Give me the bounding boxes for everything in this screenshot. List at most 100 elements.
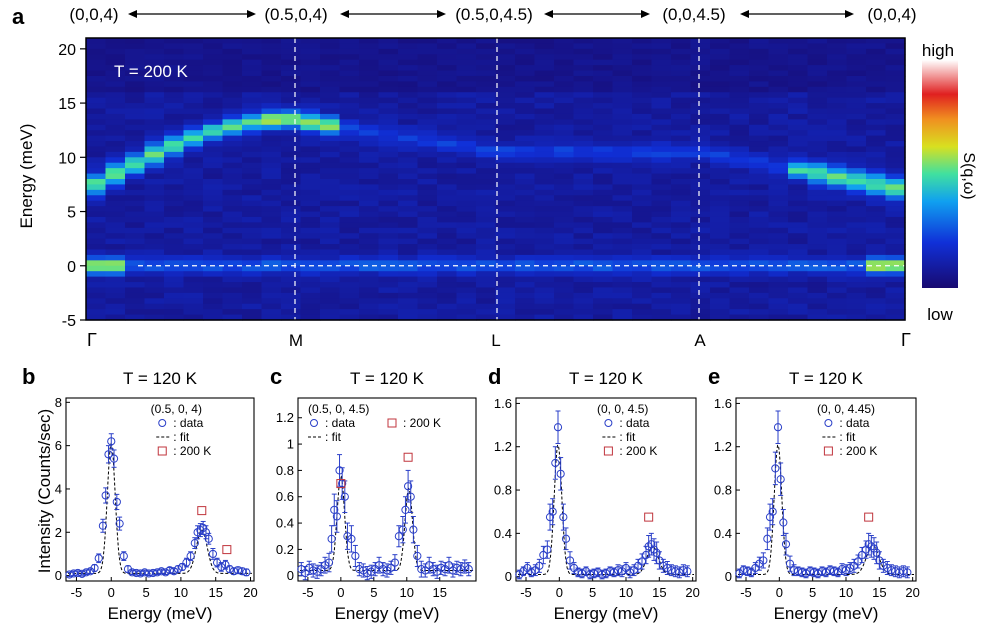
- heatmap-cell: [788, 249, 809, 256]
- heatmap-cell: [866, 227, 887, 234]
- heatmap-cell: [281, 146, 302, 153]
- heatmap-cell: [183, 135, 204, 142]
- heatmap-cell: [729, 314, 750, 321]
- heatmap-cell: [534, 265, 555, 272]
- heatmap-cell: [710, 173, 731, 180]
- heatmap-cell: [339, 124, 360, 131]
- heatmap-cell: [144, 43, 165, 50]
- heatmap-cell: [885, 103, 906, 110]
- data-point: [409, 525, 418, 534]
- heatmap-cell: [651, 81, 672, 88]
- heatmap-cell: [651, 195, 672, 202]
- heatmap-cell: [86, 276, 107, 283]
- heatmap-cell: [86, 260, 107, 267]
- heatmap-cell: [222, 70, 243, 77]
- heatmap-cell: [281, 260, 302, 267]
- heatmap-cell: [378, 157, 399, 164]
- heatmap-cell: [534, 173, 555, 180]
- heatmap-cell: [339, 130, 360, 137]
- heatmap-cell: [534, 249, 555, 256]
- heatmap-cell: [515, 265, 536, 272]
- heatmap-cell: [164, 184, 185, 191]
- heatmap-cell: [866, 97, 887, 104]
- heatmap-cell: [710, 211, 731, 218]
- heatmap-cell: [846, 162, 867, 169]
- heatmap-cell: [437, 206, 458, 213]
- heatmap-cell: [86, 227, 107, 234]
- x-tick-label: 20: [685, 585, 699, 600]
- heatmap-cell: [417, 48, 438, 55]
- heatmap-cell: [242, 249, 263, 256]
- heatmap-cell: [456, 254, 477, 261]
- heatmap-cell: [651, 265, 672, 272]
- heatmap-ylabel: Energy (meV): [17, 124, 36, 229]
- heatmap-cell: [203, 65, 224, 72]
- heatmap-cell: [125, 287, 146, 294]
- heatmap-cell: [144, 189, 165, 196]
- heatmap-cell: [807, 265, 828, 272]
- heatmap-cell: [456, 157, 477, 164]
- heatmap-cell: [807, 233, 828, 240]
- heatmap-cell: [222, 48, 243, 55]
- heatmap-cell: [846, 254, 867, 261]
- data-point: [768, 507, 777, 516]
- heatmap-cell: [203, 173, 224, 180]
- heatmap-cell: [749, 238, 770, 245]
- heatmap-cell: [554, 271, 575, 278]
- panel-title: T = 120 K: [123, 369, 198, 388]
- heatmap-cell: [359, 260, 380, 267]
- data-point: [140, 568, 149, 577]
- heatmap-cell: [476, 48, 497, 55]
- heatmap-cell: [437, 287, 458, 294]
- heatmap-cell: [183, 216, 204, 223]
- heatmap-cell: [281, 211, 302, 218]
- heatmap-cell: [846, 157, 867, 164]
- heatmap-cell: [437, 227, 458, 234]
- heatmap-cell: [554, 54, 575, 61]
- heatmap-cell: [534, 184, 555, 191]
- heatmap-cell: [320, 38, 341, 45]
- heatmap-cell: [125, 309, 146, 316]
- heatmap-cell: [768, 222, 789, 229]
- heatmap-cell: [320, 238, 341, 245]
- heatmap-cell: [203, 222, 224, 229]
- heatmap-cell: [339, 179, 360, 186]
- heatmap-cell: [261, 59, 282, 66]
- heatmap-cell: [651, 151, 672, 158]
- legend-label: : fit: [325, 430, 342, 444]
- heatmap-cell: [749, 119, 770, 126]
- heatmap-cell: [417, 81, 438, 88]
- heatmap-cell: [632, 141, 653, 148]
- heatmap-cell: [203, 54, 224, 61]
- heatmap-cell: [866, 168, 887, 175]
- heatmap-cell: [612, 282, 633, 289]
- heatmap-cell: [710, 135, 731, 142]
- heatmap-cell: [690, 119, 711, 126]
- heatmap-cell: [729, 292, 750, 299]
- heatmap-cell: [690, 54, 711, 61]
- heatmap-cell: [632, 238, 653, 245]
- data-point: [551, 458, 560, 468]
- heatmap-cell: [183, 92, 204, 99]
- data-point: [217, 562, 226, 572]
- heatmap-cell: [281, 303, 302, 310]
- heatmap-cell: [651, 141, 672, 148]
- heatmap-cell: [671, 271, 692, 278]
- heatmap-cell: [710, 124, 731, 131]
- data-point: [324, 558, 334, 567]
- heatmap-cell: [710, 162, 731, 169]
- heatmap-cell: [534, 260, 555, 267]
- heatmap-cell: [749, 43, 770, 50]
- heatmap-cell: [144, 103, 165, 110]
- heatmap-cell: [398, 211, 419, 218]
- heatmap-cell: [261, 179, 282, 186]
- heatmap-cell: [554, 48, 575, 55]
- heatmap-cell: [86, 92, 107, 99]
- heatmap-cell: [86, 303, 107, 310]
- heatmap-cell: [164, 244, 185, 251]
- heatmap-cell: [378, 162, 399, 169]
- heatmap-cell: [183, 168, 204, 175]
- heatmap-cell: [86, 195, 107, 202]
- heatmap-cell: [729, 59, 750, 66]
- heatmap-cell: [242, 86, 263, 93]
